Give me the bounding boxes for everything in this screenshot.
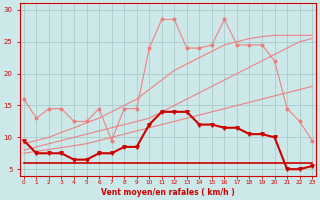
X-axis label: Vent moyen/en rafales ( km/h ): Vent moyen/en rafales ( km/h ) <box>101 188 235 197</box>
